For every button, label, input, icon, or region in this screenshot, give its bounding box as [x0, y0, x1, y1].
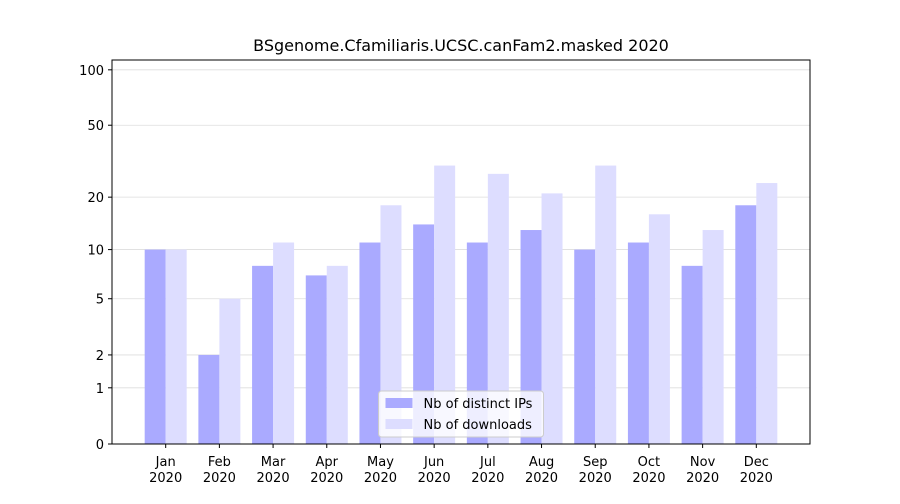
x-tick-label: Jan 2020: [149, 455, 182, 486]
x-tick-label: Apr 2020: [310, 455, 343, 486]
bar: [273, 242, 295, 444]
y-tick-label: 5: [96, 293, 104, 308]
y-tick-label: 10: [87, 244, 104, 259]
bar: [541, 193, 563, 444]
y-tick-label: 100: [79, 64, 104, 79]
legend-label: Nb of downloads: [424, 418, 533, 433]
bar: [756, 183, 778, 445]
y-tick-label: 20: [87, 191, 104, 206]
x-tick-label: Feb 2020: [203, 455, 236, 486]
y-tick-label: 2: [96, 349, 104, 364]
y-tick-label: 50: [87, 119, 104, 134]
plot-frame: [111, 59, 811, 445]
bar: [487, 173, 509, 444]
x-tick-label: Dec 2020: [740, 455, 773, 486]
legend-label: Nb of distinct IPs: [424, 397, 533, 412]
bar: [681, 265, 703, 444]
y-tick-label: 0: [96, 438, 104, 453]
bar: [627, 242, 649, 444]
y-tick-label: 1: [96, 382, 104, 397]
x-tick-label: Aug 2020: [525, 455, 558, 486]
bar: [413, 224, 435, 444]
x-tick-label: Oct 2020: [632, 455, 665, 486]
bar: [198, 354, 220, 444]
bar: [144, 249, 166, 444]
bar: [648, 214, 670, 444]
bar: [574, 249, 596, 444]
x-tick-label: Jun 2020: [418, 455, 451, 486]
x-tick-label: May 2020: [364, 455, 397, 486]
bar: [359, 242, 381, 444]
bar: [702, 230, 724, 444]
x-tick-label: Nov 2020: [686, 455, 719, 486]
x-tick-label: Mar 2020: [257, 455, 290, 486]
bar: [305, 275, 327, 444]
chart-title: BSgenome.Cfamiliaris.UCSC.canFam2.masked…: [253, 36, 669, 55]
bar: [380, 205, 402, 444]
x-tick-label: Jul 2020: [471, 455, 504, 486]
legend-swatch: [385, 419, 413, 429]
bar: [326, 265, 348, 444]
bar: [219, 298, 241, 444]
x-tick-label: Sep 2020: [579, 455, 612, 486]
legend-box: [378, 390, 544, 438]
bar: [595, 165, 617, 445]
bar: [252, 265, 274, 444]
bar: [434, 165, 456, 445]
bar: [165, 249, 187, 444]
legend-swatch: [385, 398, 413, 408]
bar: [735, 205, 757, 444]
